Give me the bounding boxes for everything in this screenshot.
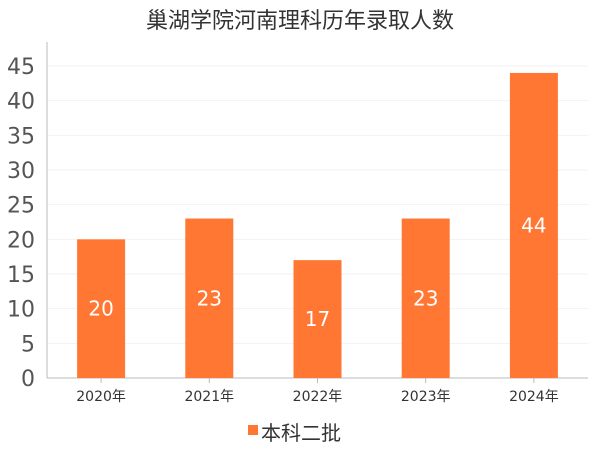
x-axis: 2020年 2021年 2022年 2023年 2024年: [76, 378, 559, 405]
bar[interactable]: [293, 260, 342, 378]
data-label: 44: [521, 213, 546, 237]
data-label: 20: [88, 297, 113, 321]
y-tick-label: 0: [21, 367, 35, 392]
y-tick-label: 30: [7, 159, 35, 184]
x-tick-label: 2023年: [401, 389, 451, 405]
data-label: 23: [413, 286, 438, 310]
bars: [77, 72, 558, 378]
bar[interactable]: [185, 218, 234, 378]
x-tick-label: 2021年: [184, 389, 234, 405]
bar[interactable]: [77, 239, 126, 378]
y-tick-label: 40: [7, 90, 35, 115]
y-tick-label: 5: [21, 332, 35, 357]
legend[interactable]: 本科二批: [248, 421, 341, 445]
data-labels: 20 23 17 23 44: [88, 213, 546, 331]
x-tick-label: 2022年: [293, 389, 343, 405]
bar[interactable]: [509, 72, 558, 378]
y-tick-label: 25: [7, 194, 35, 219]
x-tick-label: 2024年: [509, 389, 559, 405]
y-tick-label: 20: [7, 228, 35, 253]
y-tick-label: 35: [7, 124, 35, 149]
data-label: 23: [197, 286, 222, 310]
legend-swatch: [248, 425, 258, 435]
y-tick-label: 15: [7, 263, 35, 288]
data-label: 17: [305, 307, 330, 331]
bar[interactable]: [401, 218, 450, 378]
legend-label: 本科二批: [261, 421, 341, 445]
chart-title: 巢湖学院河南理科历年录取人数: [146, 9, 454, 34]
x-tick-label: 2020年: [76, 389, 126, 405]
y-tick-label: 10: [7, 298, 35, 323]
y-tick-label: 45: [7, 55, 35, 80]
grid: [47, 65, 588, 344]
